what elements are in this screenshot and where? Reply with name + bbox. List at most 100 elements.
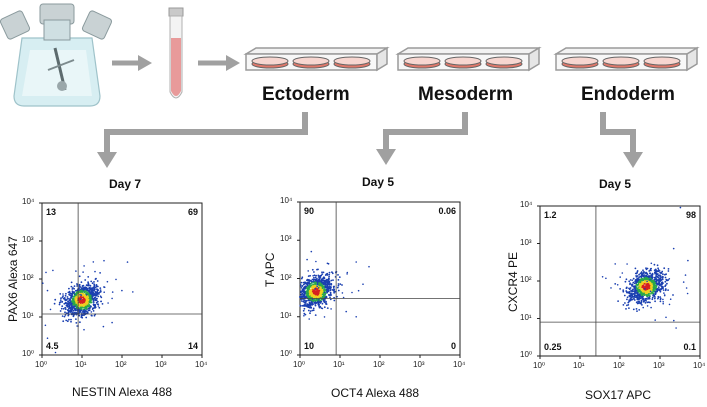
data-point — [667, 289, 669, 291]
data-point — [654, 319, 656, 321]
data-point — [329, 287, 332, 290]
data-point — [68, 305, 71, 308]
data-point — [614, 263, 616, 265]
data-point — [632, 281, 635, 284]
flow-plot-ectoderm — [39, 202, 203, 358]
data-point — [357, 289, 360, 292]
lineage-label-endoderm: Endoderm — [581, 84, 675, 105]
data-point — [638, 288, 641, 291]
data-point — [44, 324, 47, 327]
x-axis-label-ectoderm: NESTIN Alexa 488 — [72, 385, 173, 399]
data-point — [79, 293, 81, 296]
culture-dish-icon — [561, 56, 599, 69]
x-tick-label: 10³ — [155, 360, 167, 369]
data-point — [84, 294, 87, 297]
x-tick-label: 10² — [373, 360, 385, 369]
data-point — [66, 320, 69, 323]
data-point — [132, 291, 134, 293]
data-point — [320, 279, 323, 282]
test-tube-icon — [168, 7, 184, 99]
data-point — [60, 307, 63, 310]
data-point — [684, 274, 687, 276]
data-point — [626, 304, 628, 307]
data-point — [646, 290, 649, 292]
data-point — [81, 302, 84, 304]
data-point — [308, 290, 311, 293]
data-point — [300, 287, 303, 289]
data-point — [70, 311, 72, 314]
data-point — [305, 296, 308, 298]
data-point — [70, 303, 72, 306]
data-point — [659, 290, 662, 293]
data-point — [308, 282, 311, 284]
data-point — [111, 321, 113, 324]
data-point — [316, 268, 318, 271]
data-point — [651, 291, 653, 294]
data-point — [62, 295, 64, 297]
data-point — [633, 290, 636, 293]
data-point — [663, 294, 666, 297]
data-point — [653, 294, 656, 297]
data-point — [645, 286, 648, 289]
data-point — [641, 284, 644, 287]
data-point — [78, 314, 81, 317]
data-point — [325, 295, 328, 298]
data-point — [302, 300, 305, 303]
x-tick-label: 10⁴ — [693, 361, 706, 370]
data-point — [73, 307, 76, 310]
data-point — [46, 337, 49, 340]
data-point — [70, 318, 72, 321]
data-point — [75, 309, 77, 312]
data-point — [59, 293, 62, 295]
data-point — [322, 277, 325, 280]
data-point — [75, 270, 77, 272]
culture-dish-icon — [444, 56, 482, 69]
data-point — [93, 281, 95, 283]
data-point — [647, 297, 650, 300]
data-point — [95, 299, 98, 302]
data-point — [310, 307, 312, 309]
data-point — [303, 307, 306, 310]
data-point — [323, 283, 325, 285]
quadrant-percent-lr: 14 — [187, 341, 198, 351]
data-point — [71, 298, 74, 300]
data-point — [74, 289, 77, 292]
data-point — [321, 290, 323, 293]
data-point — [337, 284, 340, 287]
data-point — [97, 295, 100, 298]
data-point — [634, 285, 636, 287]
data-point — [71, 307, 74, 310]
data-point — [80, 314, 83, 316]
data-point — [636, 295, 638, 297]
data-point — [313, 271, 315, 273]
data-point — [84, 307, 87, 310]
data-point — [659, 271, 661, 274]
data-point — [83, 300, 86, 303]
data-point — [653, 297, 656, 300]
data-point — [632, 308, 635, 311]
data-point — [89, 294, 92, 297]
data-point — [314, 292, 317, 295]
data-point — [316, 282, 319, 284]
data-point — [326, 283, 329, 286]
x-tick-label: 10⁴ — [195, 360, 208, 369]
data-point — [649, 278, 651, 281]
data-point — [649, 290, 652, 293]
data-point — [645, 267, 647, 270]
data-point — [312, 279, 315, 281]
data-point — [634, 296, 636, 299]
data-point — [309, 293, 311, 296]
data-point — [657, 276, 660, 279]
data-point — [638, 284, 641, 287]
plot-title-mesoderm: Day 5 — [362, 175, 395, 189]
data-point — [324, 291, 326, 294]
data-point — [643, 271, 645, 274]
data-point — [70, 281, 73, 284]
data-point — [327, 279, 330, 282]
y-tick-label: 10² — [280, 272, 292, 282]
culture-dish-icon — [485, 56, 523, 69]
data-point — [307, 275, 310, 277]
data-point — [636, 287, 639, 290]
y-tick-label: 10⁰ — [22, 349, 35, 358]
data-point — [316, 301, 319, 303]
